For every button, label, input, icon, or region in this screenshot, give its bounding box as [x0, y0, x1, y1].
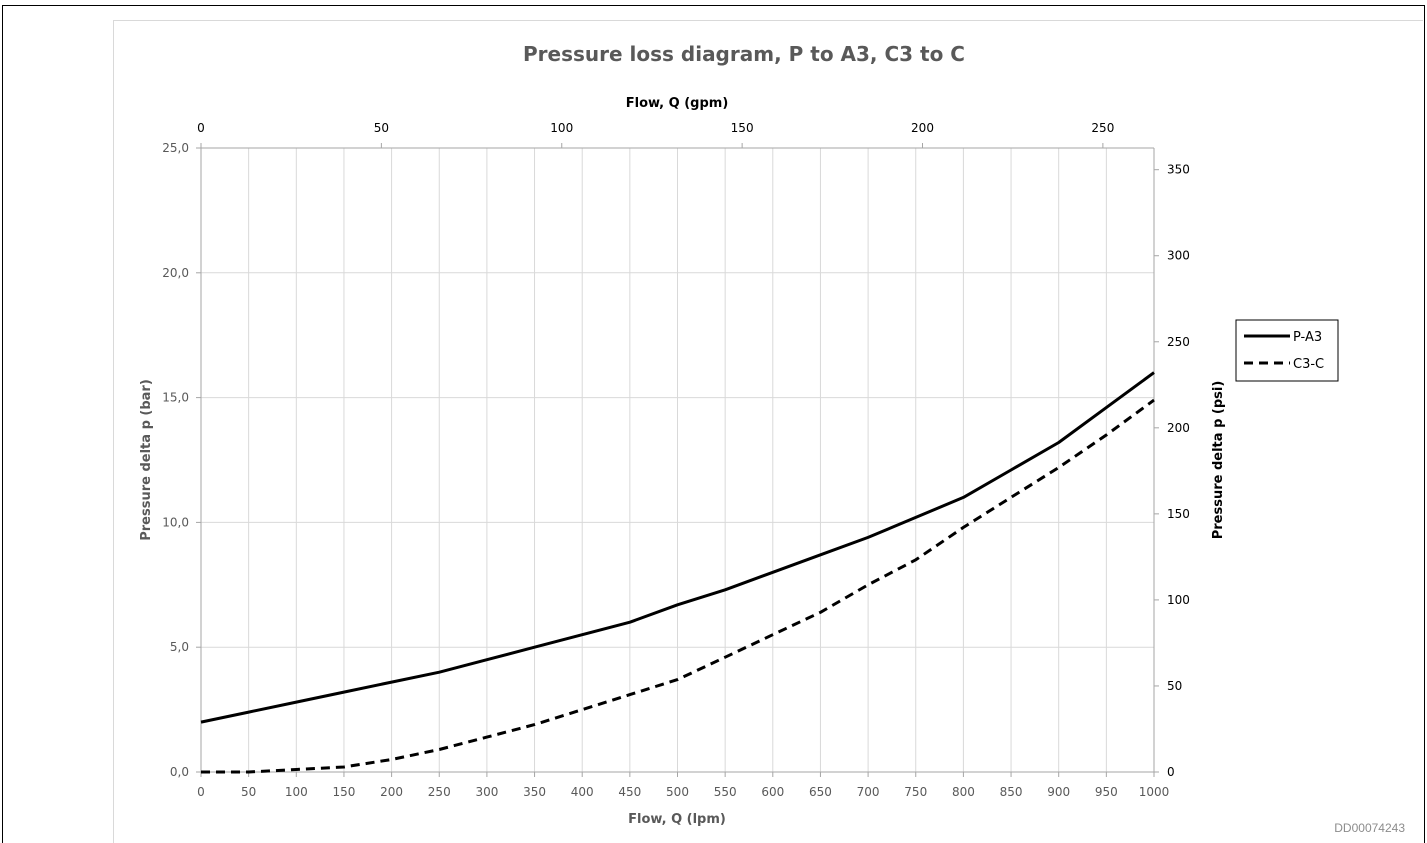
x-tick-label: 600 [761, 785, 784, 799]
y-tick-label: 20,0 [162, 266, 189, 280]
x2-tick-label: 150 [731, 121, 754, 135]
series-line-c3-c [201, 398, 1155, 774]
x-tick-label: 500 [666, 785, 689, 799]
x-tick-label: 300 [475, 785, 498, 799]
y-axis-label: Pressure delta p (bar) [139, 379, 154, 541]
x-tick-label: 700 [857, 785, 880, 799]
y2-tick-label: 50 [1167, 679, 1182, 693]
y2-axis-label: Pressure delta p (psi) [1211, 381, 1226, 540]
top-axis-label: Flow, Q (gpm) [626, 96, 729, 111]
legend-label-p-a3: P-A3 [1293, 330, 1322, 345]
x-tick-label: 400 [571, 785, 594, 799]
x2-tick-label: 200 [911, 121, 934, 135]
x-tick-label: 550 [714, 785, 737, 799]
x-tick-label: 50 [241, 785, 256, 799]
y2-tick-label: 100 [1167, 593, 1190, 607]
y-tick-label: 15,0 [162, 391, 189, 405]
y2-tick-label: 350 [1167, 163, 1190, 177]
x-axis-label: Flow, Q (lpm) [628, 812, 726, 827]
x-tick-label: 800 [952, 785, 975, 799]
x-tick-label: 0 [197, 785, 205, 799]
x-tick-label: 350 [523, 785, 546, 799]
x2-tick-label: 100 [550, 121, 573, 135]
x2-tick-label: 0 [197, 121, 205, 135]
x-tick-label: 150 [332, 785, 355, 799]
x-tick-label: 200 [380, 785, 403, 799]
y-tick-label: 0,0 [170, 765, 189, 779]
figure-frame [2, 5, 1425, 843]
x2-tick-label: 50 [374, 121, 389, 135]
y2-tick-label: 0 [1167, 765, 1175, 779]
y-tick-label: 25,0 [162, 141, 189, 155]
series-line-p-a3 [200, 371, 1155, 724]
y2-tick-label: 300 [1167, 249, 1190, 263]
x-tick-label: 100 [285, 785, 308, 799]
x-tick-label: 750 [904, 785, 927, 799]
x-tick-label: 650 [809, 785, 832, 799]
x2-tick-label: 250 [1091, 121, 1114, 135]
y-tick-label: 5,0 [170, 640, 189, 654]
y-tick-label: 10,0 [162, 515, 189, 529]
chart-area-border [113, 20, 1423, 843]
y2-tick-label: 250 [1167, 335, 1190, 349]
document-id: DD00074243 [1334, 821, 1405, 835]
x-tick-label: 850 [1000, 785, 1023, 799]
y2-tick-label: 200 [1167, 421, 1190, 435]
legend-label-c3-c: C3-C [1293, 357, 1324, 372]
x-tick-label: 250 [428, 785, 451, 799]
x-tick-label: 900 [1047, 785, 1070, 799]
x-tick-label: 450 [618, 785, 641, 799]
y2-tick-label: 150 [1167, 507, 1190, 521]
legend-box [1235, 319, 1339, 382]
x-tick-label: 1000 [1139, 785, 1170, 799]
x-tick-label: 950 [1095, 785, 1118, 799]
chart-title: Pressure loss diagram, P to A3, C3 to C [523, 42, 965, 66]
